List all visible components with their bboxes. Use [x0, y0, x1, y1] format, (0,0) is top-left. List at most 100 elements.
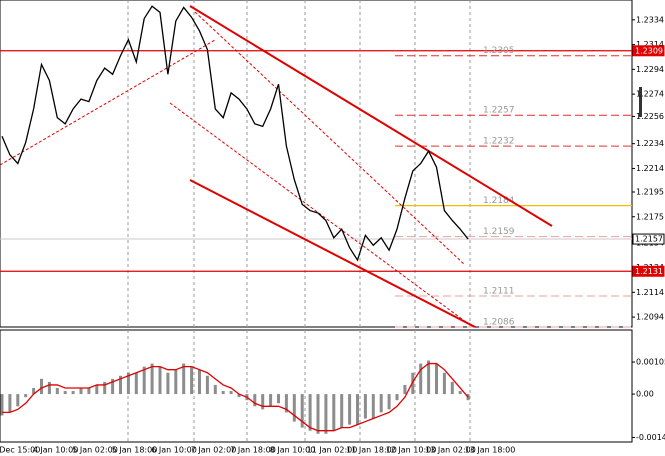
x-tick-label: 7 Jan 18:00	[230, 446, 276, 455]
histogram-bar	[269, 394, 273, 407]
histogram-bar	[324, 394, 328, 434]
y-tick-label: 1.2294	[636, 65, 664, 74]
histogram-bar	[458, 391, 462, 395]
price-box	[632, 45, 665, 57]
histogram-bar	[213, 384, 217, 395]
x-tick-label: 7 Jan 02:00	[191, 446, 237, 455]
x-tick-label: 5 Jan 02:00	[72, 446, 118, 455]
y-tick-label: 1.2234	[636, 139, 664, 148]
x-tick-label: 4 Jan 10:00	[33, 446, 79, 455]
histogram-bar	[126, 372, 130, 395]
histogram-bar	[442, 372, 446, 395]
price-box-label: 1.2157	[635, 235, 663, 244]
histogram-bar	[371, 394, 375, 419]
price-box-label: 1.2309	[635, 46, 663, 55]
level-label: 1.2184	[483, 196, 515, 206]
histogram-bar	[308, 394, 312, 431]
histogram-bar	[379, 394, 383, 413]
level-label: 1.2305	[483, 46, 515, 56]
level-label: 1.2232	[483, 137, 515, 147]
y-tick-label: 1.2334	[636, 15, 664, 24]
histogram-bar	[332, 394, 336, 431]
histogram-bar	[348, 394, 352, 425]
histogram-bar	[300, 394, 304, 428]
level-label: 1.2111	[483, 287, 515, 297]
x-tick-label: 13 Jan 02:00	[425, 446, 476, 455]
plot	[0, 5, 470, 434]
histogram-bar	[419, 363, 423, 395]
histogram-bar	[158, 366, 162, 395]
y-tick-label: 1.2114	[636, 288, 664, 297]
histogram-bar	[356, 394, 359, 425]
histogram-bar	[8, 394, 12, 413]
histogram-bar	[32, 387, 36, 395]
histogram-bar	[24, 394, 28, 398]
histogram-bar	[387, 394, 391, 410]
y-tick-label: 1.2214	[636, 164, 664, 173]
y-tick-label: 1.2175	[636, 212, 664, 221]
histogram-bar	[119, 375, 122, 395]
histogram-bar	[403, 384, 407, 395]
level-label: 1.2159	[483, 227, 515, 237]
histogram-bar	[284, 394, 288, 413]
histogram-bar	[229, 391, 233, 395]
histogram-bar	[79, 387, 83, 395]
histogram-bar	[87, 387, 91, 395]
histogram-bar	[55, 387, 59, 395]
histogram-bar	[71, 391, 75, 395]
histogram-bar	[182, 363, 186, 395]
channel-mid	[194, 11, 466, 266]
y-tick-label: 0.00	[636, 390, 654, 399]
histogram-bar	[166, 372, 170, 395]
histogram-bar	[253, 394, 257, 407]
histogram-bar	[205, 375, 209, 395]
histogram-bar	[63, 391, 67, 395]
x-tick-label: 11 Jan 18:00	[346, 446, 397, 455]
price-line	[1, 5, 469, 262]
histogram-bar	[340, 394, 344, 428]
x-tick-label: 6 Jan 10:00	[151, 446, 197, 455]
y-tick-label: 1.2256	[636, 112, 664, 121]
channel-lower	[189, 179, 476, 328]
histogram-bar	[411, 372, 415, 395]
price-box-label: 1.2131	[635, 267, 663, 276]
histogram-bar	[395, 394, 399, 401]
histogram-bar	[174, 369, 178, 395]
y-tick-label: 1.2094	[636, 313, 664, 322]
y-tick-label: 1.2195	[636, 187, 664, 196]
y-tick-label: -0.00142	[636, 433, 665, 442]
histogram-bar	[363, 394, 367, 419]
histogram-bar	[95, 384, 99, 395]
x-tick-label: 5 Jan 18:00	[112, 446, 158, 455]
histogram-bar	[221, 391, 225, 395]
y-tick-label: 0.00105	[636, 358, 665, 367]
y-tick-label: 1.2314	[636, 40, 664, 49]
histogram-bar	[0, 394, 4, 416]
histogram-bar	[237, 394, 241, 398]
histogram-bar	[142, 366, 146, 395]
histogram-bar	[111, 378, 115, 395]
scroll-marker	[639, 87, 642, 117]
histogram-bar	[190, 366, 194, 395]
histogram-bar	[40, 378, 43, 395]
x-tick-label: 1 Dec 15:00	[0, 446, 40, 455]
histogram-bar	[316, 394, 320, 434]
channel-upper	[189, 5, 553, 227]
histogram-bar	[47, 381, 51, 395]
channel-dashed	[169, 102, 471, 326]
histogram-bar	[292, 394, 296, 422]
histogram-bar	[198, 369, 201, 395]
histogram-bar	[277, 394, 280, 404]
histogram-bar	[261, 394, 265, 410]
histogram-bar	[16, 394, 20, 407]
x-tick-label: 11 Jan 02:00	[307, 446, 358, 455]
signal-line	[2, 362, 469, 432]
histogram-bar	[150, 363, 154, 395]
histogram-bar	[103, 381, 107, 395]
levels: 1.2305 1.2257 1.2232 1.2184 1.2159 1.2111 1.20…	[0, 46, 632, 328]
histogram-bar	[435, 363, 438, 395]
x-tick-label: 13 Jan 18:00	[465, 446, 516, 455]
price-box	[632, 233, 665, 245]
histogram-bar	[134, 372, 138, 395]
